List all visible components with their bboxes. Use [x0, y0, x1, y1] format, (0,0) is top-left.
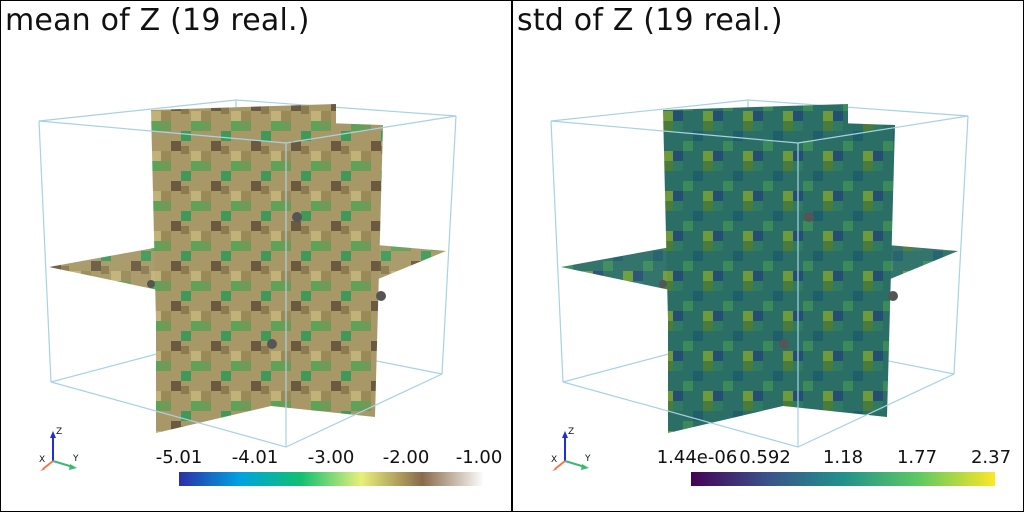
colorbar-tick: -3.00	[307, 447, 355, 468]
data-point	[659, 280, 667, 288]
bounding-box-near	[550, 115, 969, 448]
data-point	[888, 291, 898, 301]
mean-panel: mean of Z (19 real.) Z X Y -5.01 -4.01 -…	[0, 0, 512, 512]
axis-z-label: Z	[56, 427, 62, 437]
axis-z-label: Z	[568, 427, 574, 437]
orientation-axes: Z X Y	[551, 427, 591, 471]
data-point	[779, 339, 789, 349]
panel-title: mean of Z (19 real.)	[5, 3, 310, 38]
data-point	[292, 212, 302, 222]
axis-x-label: X	[39, 455, 45, 465]
colorbar	[179, 472, 483, 486]
axis-y-label: Y	[584, 454, 591, 464]
colorbar-tick: 1.18	[822, 447, 864, 468]
orientation-axes: Z X Y	[39, 427, 79, 471]
data-point	[804, 212, 814, 222]
slice-xy	[49, 233, 446, 317]
colorbar-tick: -4.01	[231, 447, 279, 468]
bounding-box-near	[38, 115, 457, 448]
colorbar-tick: 1.77	[896, 447, 938, 468]
panel-title: std of Z (19 real.)	[517, 3, 783, 38]
colorbar	[691, 472, 995, 486]
data-point	[267, 339, 277, 349]
colorbar-tick: -5.01	[155, 447, 203, 468]
data-point	[376, 291, 386, 301]
slice-xy	[561, 233, 958, 317]
colorbar-tick: 0.592	[739, 447, 791, 468]
slice-xz-lower	[668, 301, 783, 433]
colorbar-tick: 2.37	[970, 447, 1012, 468]
colorbar-tick: -1.00	[455, 447, 503, 468]
std-3d-scene	[550, 99, 969, 448]
mean-3d-scene	[38, 99, 457, 448]
colorbar-tick: 1.44e-06	[656, 447, 738, 468]
colorbar-tick: -2.00	[382, 447, 430, 468]
slice-xz-lower	[156, 301, 271, 433]
std-panel: std of Z (19 real.) Z X Y 1.44e-06 0.592…	[512, 0, 1024, 512]
data-point	[147, 280, 155, 288]
axis-y-label: Y	[72, 454, 79, 464]
axis-x-label: X	[551, 455, 557, 465]
